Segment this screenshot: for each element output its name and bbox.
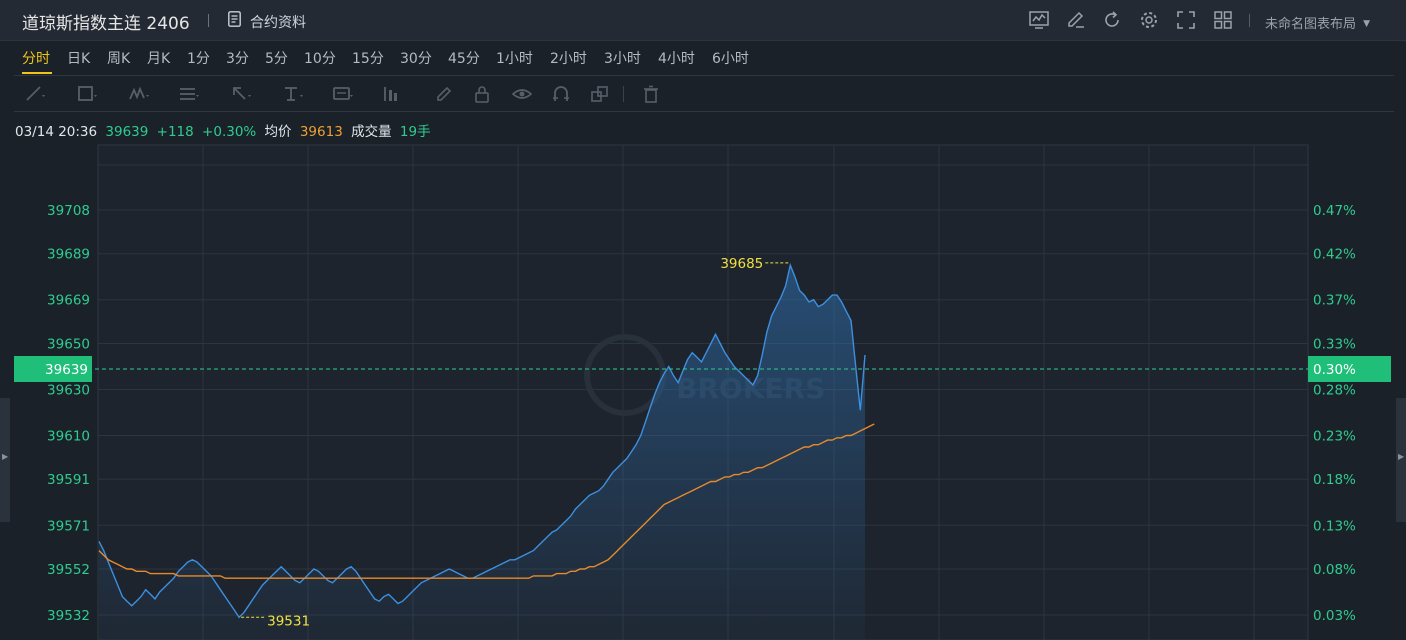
quote-change: +118 [156,124,194,140]
tab-5[interactable]: 3分 [226,51,249,67]
y-axis-tick-label: 39571 [47,518,90,534]
lock-icon[interactable] [472,84,494,104]
y-axis-tick-label: 39689 [47,247,90,263]
price-line [98,262,866,619]
chevron-down-icon: ▼ [1363,19,1371,29]
y-axis-pct-tick-label: 0.28% [1313,382,1356,398]
text-tool-icon[interactable] [282,84,304,104]
page-title: 道琼斯指数主连 2406 [22,14,190,34]
arrow-tool-icon[interactable] [230,84,252,104]
fullscreen-icon[interactable] [1175,9,1197,31]
avg-label: 均价 [264,124,292,140]
line-tool-icon[interactable] [24,84,46,104]
quote-datetime: 03/14 20:36 [15,124,98,140]
tab-6[interactable]: 5分 [265,51,288,67]
y-axis-tick-label: 39552 [47,562,90,578]
grid-layout-icon[interactable] [1212,9,1234,31]
gear-icon[interactable] [1138,9,1160,31]
chevron-right-icon: ▶ [1398,452,1405,461]
tab-3[interactable]: 月K [147,51,171,67]
tab-12[interactable]: 2小时 [550,51,587,67]
low-marker-label: 39531 [267,613,310,629]
tab-14[interactable]: 4小时 [658,51,695,67]
current-price-tag-label: 39639 [45,362,88,378]
divider [208,14,209,27]
tab-4[interactable]: 1分 [187,51,210,67]
brush-icon[interactable] [434,84,456,104]
chart-template-icon[interactable] [1028,9,1050,31]
left-panel-toggle[interactable]: ▶ [0,398,10,522]
y-axis-pct-tick-label: 0.08% [1313,562,1356,578]
tab-13[interactable]: 3小时 [604,51,641,67]
copy-icon[interactable] [589,84,611,104]
tab-9[interactable]: 30分 [400,51,432,67]
pattern-tool-icon[interactable] [128,84,150,104]
current-pct-tag [1308,356,1391,382]
quote-price: 39639 [105,124,149,140]
top-bar: 道琼斯指数主连 2406 合约资料 未命名图表布局 ▼ [0,0,1406,41]
avg-value: 39613 [299,124,343,140]
y-axis-tick-label: 39650 [47,336,90,352]
pencil-icon[interactable] [1065,9,1087,31]
layout-label: 未命名图表布局 [1265,17,1357,32]
y-axis-pct-tick-label: 0.13% [1313,518,1356,534]
avg-price-line [98,423,875,579]
price-area-fill [99,265,865,640]
document-icon[interactable] [228,11,241,27]
y-axis-pct-tick-label: 0.47% [1313,203,1356,219]
layout-dropdown[interactable]: 未命名图表布局 ▼ [1265,13,1370,32]
annotation-tool-icon[interactable] [332,84,354,104]
quote-change-pct: +0.30% [202,124,257,140]
tab-2[interactable]: 周K [107,51,131,67]
eye-icon[interactable] [511,84,533,104]
volume-value: 19手 [399,124,431,140]
tab-1[interactable]: 日K [67,51,91,67]
divider [14,75,1394,76]
y-axis-pct-tick-label: 0.03% [1313,608,1356,624]
refresh-icon[interactable] [1101,9,1123,31]
y-axis-pct-tick-label: 0.37% [1313,293,1356,309]
magnet-icon[interactable] [550,84,572,104]
y-axis-pct-tick-label: 0.33% [1313,336,1356,352]
contract-info-button[interactable]: 合约资料 [250,15,306,31]
period-tabs: 分时 日K 周K 月K 1分 3分 5分 10分 15分 30分 45分 1小时 2小时 3小时 4小时 6小… [0,40,1406,76]
tab-8[interactable]: 15分 [352,51,384,67]
quote-info-bar: 03/14 20:36 39639 +118 +0.30% 均价 39613 成… [15,120,435,140]
divider [623,86,624,102]
active-tab-indicator [22,72,52,74]
y-axis-tick-label: 39708 [47,203,90,219]
right-panel-toggle[interactable]: ▶ [1396,398,1406,522]
y-axis-pct-tick-label: 0.18% [1313,472,1356,488]
trash-icon[interactable] [641,84,663,104]
current-pct-tag-label: 0.30% [1313,362,1356,378]
divider [14,111,1394,112]
tab-10[interactable]: 45分 [448,51,480,67]
y-axis-tick-label: 39532 [47,608,90,624]
measure-tool-icon[interactable] [382,84,404,104]
drawing-toolbar [0,76,1406,112]
y-axis-pct-tick-label: 0.42% [1313,247,1356,263]
chevron-right-icon: ▶ [2,452,9,461]
intraday-chart[interactable]: BROKERS397080.47%396890.42%396690.37%396… [0,140,1406,640]
divider [1249,14,1250,27]
y-axis-pct-tick-label: 0.23% [1313,429,1356,445]
tab-11[interactable]: 1小时 [496,51,533,67]
current-price-tag [14,356,92,382]
tab-7[interactable]: 10分 [304,51,336,67]
rectangle-tool-icon[interactable] [76,84,98,104]
tab-15[interactable]: 6小时 [712,51,749,67]
y-axis-tick-label: 39669 [47,293,90,309]
y-axis-tick-label: 39610 [47,429,90,445]
y-axis-tick-label: 39630 [47,382,90,398]
tab-0[interactable]: 分时 [22,51,50,67]
y-axis-tick-label: 39591 [47,472,90,488]
high-marker-label: 39685 [720,256,763,272]
fib-tool-icon[interactable] [178,84,200,104]
volume-label: 成交量 [351,124,392,140]
